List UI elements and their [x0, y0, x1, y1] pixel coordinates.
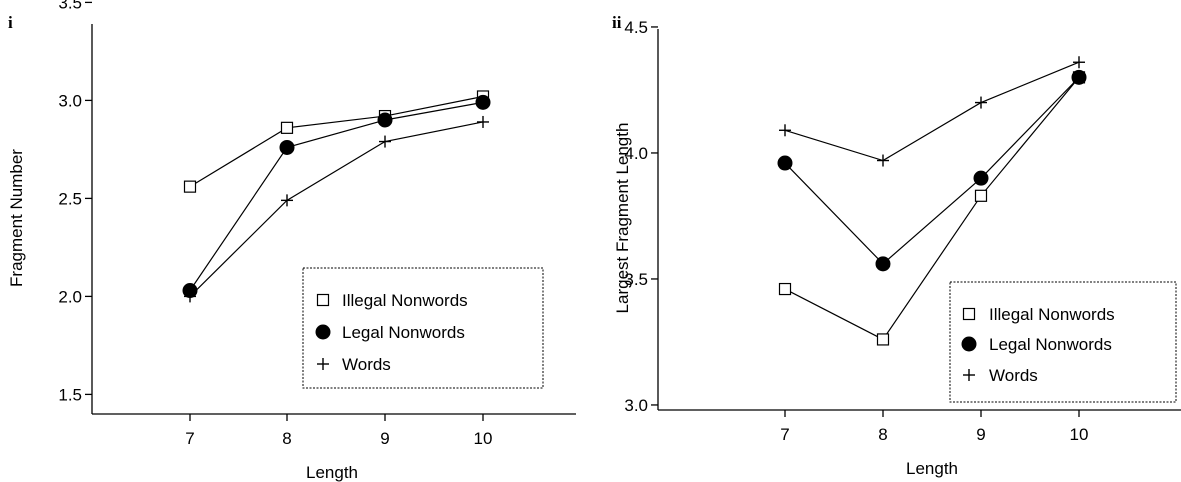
- series-line-words: [189, 121, 484, 297]
- legend-box: [949, 281, 1177, 403]
- y-tick-label: 2.5: [58, 189, 82, 208]
- legend: Illegal Nonwords Legal Nonwords Words: [302, 267, 544, 389]
- series-line-legal-nonwords: [784, 76, 1080, 265]
- data-point-illegal-nonwords: [280, 121, 294, 134]
- x-tick-label: 10: [474, 429, 493, 448]
- legend-symbol-filled-circle: [961, 336, 977, 352]
- data-point-legal-nonwords: [1071, 69, 1087, 85]
- x-tick-label: 10: [1070, 425, 1089, 444]
- legend-symbol-plus: [963, 369, 975, 381]
- data-point-illegal-nonwords: [778, 282, 792, 296]
- data-point-legal-nonwords: [475, 94, 491, 110]
- series-line-words: [784, 61, 1080, 162]
- series-line-illegal-nonwords: [784, 76, 1080, 341]
- legend-entry: Legal Nonwords: [989, 335, 1112, 354]
- legend-box: [302, 267, 544, 389]
- legend-entry: Illegal Nonwords: [342, 291, 468, 310]
- data-point-legal-nonwords: [377, 112, 393, 128]
- y-axis-title: Largest Fragment Length: [613, 123, 632, 314]
- legend-entry: Words: [989, 366, 1038, 385]
- y-tick-label: 3.0: [58, 91, 82, 110]
- x-tick-label: 9: [976, 425, 985, 444]
- legend: Illegal Nonwords Legal Nonwords Words: [949, 281, 1177, 403]
- y-tick-label: 2.0: [58, 287, 82, 306]
- data-point-words: [281, 194, 293, 207]
- x-axis-title: Length: [306, 463, 358, 482]
- data-point-illegal-nonwords: [974, 189, 988, 202]
- legend-entry: Illegal Nonwords: [989, 305, 1115, 324]
- x-tick-label: 7: [185, 429, 194, 448]
- data-point-words: [379, 135, 391, 148]
- x-tick-label: 8: [282, 429, 291, 448]
- chart-panel-ii: ii 3.0 3.5 4.0 4.5 7 8 9 10 Length Largest Fragmen…: [612, 13, 1181, 478]
- y-tick-label: 1.5: [58, 385, 82, 404]
- x-tick-label: 7: [780, 425, 789, 444]
- chart-panel-i: i 1.5 2.0 2.5 3.0 3.5 7 8 9 10 Length Fragment Numb…: [7, 0, 576, 482]
- data-point-words: [477, 115, 489, 128]
- legend-entry: Legal Nonwords: [342, 323, 465, 342]
- panel-label: ii: [612, 13, 622, 32]
- data-point-words: [779, 124, 791, 137]
- legend-symbol-filled-circle: [315, 324, 331, 340]
- x-tick-label: 9: [380, 429, 389, 448]
- legend-symbol-plus: [317, 358, 329, 370]
- y-tick-label: 4.5: [624, 18, 648, 37]
- data-point-illegal-nonwords: [876, 333, 890, 346]
- data-point-legal-nonwords: [875, 256, 891, 272]
- legend-symbol-open-square: [962, 307, 976, 321]
- data-point-legal-nonwords: [279, 139, 295, 155]
- y-axis-title: Fragment Number: [7, 149, 26, 287]
- y-tick-label: 3.5: [58, 0, 82, 12]
- y-tick-label: 4.0: [624, 144, 648, 163]
- panel-label: i: [8, 13, 13, 32]
- series-line-legal-nonwords: [189, 101, 484, 291]
- data-point-words: [184, 290, 196, 303]
- data-point-words: [877, 154, 889, 167]
- y-tick-label: 3.0: [624, 396, 648, 415]
- series-line-illegal-nonwords: [189, 95, 484, 188]
- data-point-words: [1073, 56, 1085, 69]
- data-point-words: [975, 96, 987, 109]
- data-point-legal-nonwords: [777, 155, 793, 171]
- data-point-legal-nonwords: [973, 170, 989, 186]
- y-tick-label: 3.5: [624, 270, 648, 289]
- data-point-illegal-nonwords: [183, 180, 197, 193]
- x-tick-label: 8: [878, 425, 887, 444]
- legend-entry: Words: [342, 355, 391, 374]
- legend-symbol-open-square: [316, 293, 330, 307]
- x-axis-title: Length: [906, 459, 958, 478]
